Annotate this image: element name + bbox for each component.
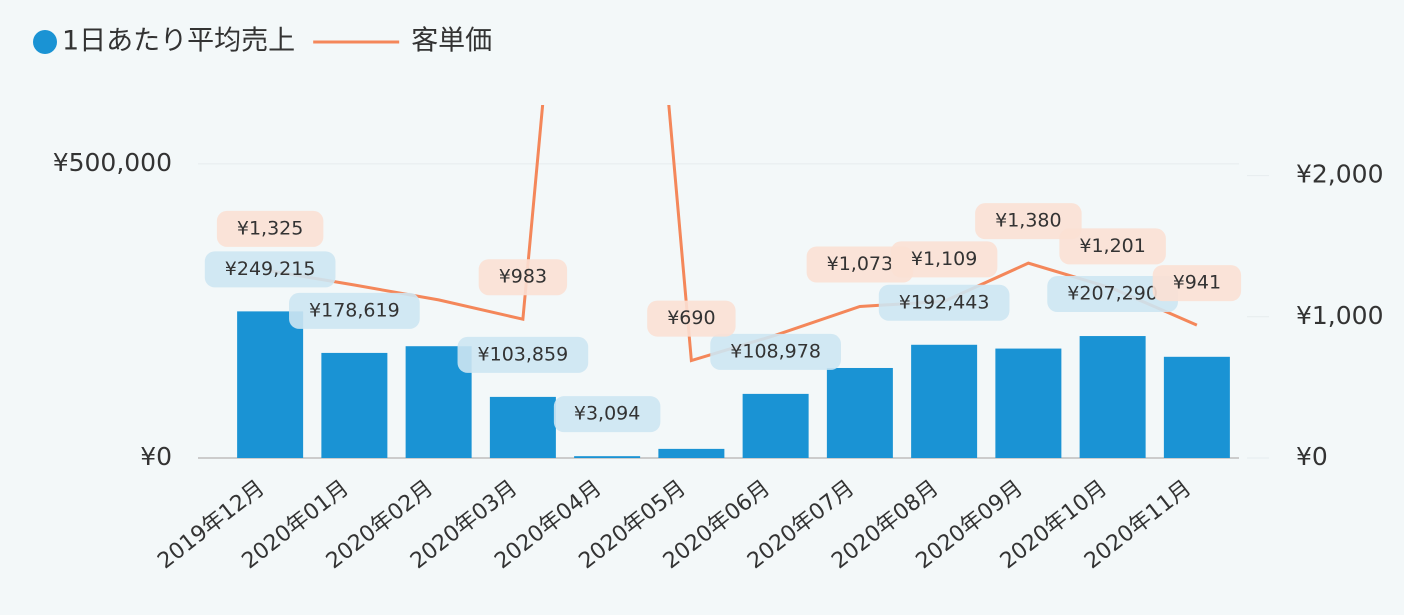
y2-tick-label: ¥0 <box>1296 442 1328 471</box>
data-label-bg <box>806 246 914 283</box>
data-label: ¥103,859 <box>478 343 569 365</box>
legend-label: 客単価 <box>411 26 492 57</box>
data-label-bg <box>647 300 736 337</box>
y-tick-label: ¥500,000 <box>53 148 172 177</box>
data-label: ¥249,215 <box>225 258 316 280</box>
data-label-bg <box>1047 276 1178 313</box>
bar <box>574 456 641 458</box>
data-label: ¥1,073 <box>827 253 893 275</box>
data-label-bg <box>1152 265 1242 302</box>
data-label-bg <box>878 284 1010 321</box>
data-label-bg <box>216 210 324 247</box>
data-label: ¥983 <box>499 266 547 288</box>
data-label-bg <box>457 336 589 373</box>
data-label-bg <box>1059 228 1166 265</box>
data-label: ¥3,094 <box>574 403 640 425</box>
data-label-bg <box>289 292 420 329</box>
data-label-bg <box>890 241 998 278</box>
bar <box>826 367 893 458</box>
data-label: ¥207,290 <box>1067 283 1158 305</box>
bar <box>995 348 1062 458</box>
bar <box>1163 356 1230 458</box>
legend-label: 1日あたり平均売上 <box>62 26 295 57</box>
data-label-bg <box>710 333 841 370</box>
data-label-bg <box>204 251 336 288</box>
data-label: ¥178,619 <box>309 299 400 321</box>
bar <box>237 311 304 458</box>
data-label: ¥192,443 <box>899 291 990 313</box>
data-label: ¥108,978 <box>730 340 821 362</box>
data-label: ¥1,201 <box>1079 235 1145 257</box>
legend-marker <box>33 30 57 54</box>
bar <box>1079 336 1146 458</box>
bar <box>742 393 809 458</box>
data-label: ¥690 <box>667 307 715 329</box>
data-label-bg <box>478 259 568 296</box>
bar <box>911 344 978 458</box>
y2-tick-label: ¥1,000 <box>1296 301 1383 330</box>
bar <box>489 396 556 458</box>
data-label: ¥1,109 <box>911 248 977 270</box>
data-label: ¥1,380 <box>995 210 1061 232</box>
data-label-bg <box>975 203 1082 240</box>
data-label: ¥1,325 <box>237 217 303 239</box>
bar <box>321 352 388 458</box>
y-tick-label: ¥0 <box>140 442 172 471</box>
bar <box>658 448 725 458</box>
data-label: ¥941 <box>1173 272 1221 294</box>
y2-tick-label: ¥2,000 <box>1296 160 1383 189</box>
data-label-bg <box>553 396 661 433</box>
